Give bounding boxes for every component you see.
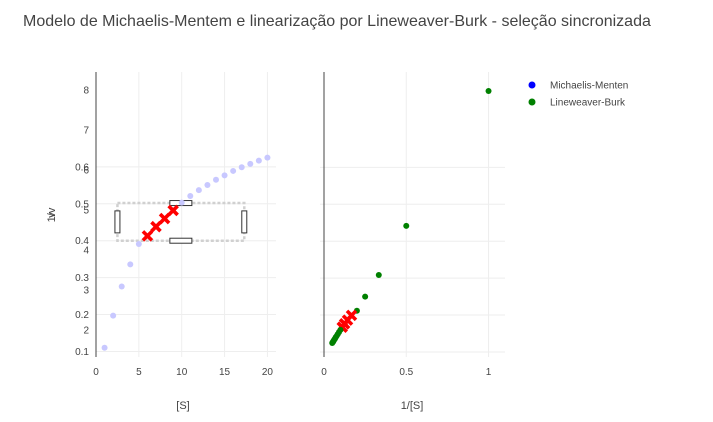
- y-axis-title-overlay: v: [46, 212, 58, 218]
- overlay-y-tick-label: 6: [83, 166, 89, 177]
- left-y-tick-label: 0.4: [75, 236, 89, 247]
- selection-box[interactable]: [116, 201, 246, 242]
- mm-point[interactable]: [127, 261, 134, 268]
- legend-marker-lineweaver-burk: [528, 98, 536, 106]
- selection-handle-left[interactable]: [114, 210, 121, 234]
- mm-point[interactable]: [230, 167, 237, 174]
- legend: Michaelis-Menten Lineweaver-Burk: [528, 81, 629, 109]
- legend-item-michaelis-menten[interactable]: Michaelis-Menten: [528, 81, 629, 92]
- left-y-tick-label: 0.3: [75, 273, 89, 284]
- overlay-y-tick-label: 2: [83, 326, 89, 337]
- right-x-tick-label: 1: [486, 367, 492, 378]
- right-x-tick-label: 0: [321, 367, 327, 378]
- legend-marker-michaelis-menten: [528, 81, 536, 89]
- mm-point[interactable]: [264, 154, 271, 161]
- mm-point[interactable]: [204, 181, 211, 188]
- chart-title: Modelo de Michaelis-Mentem e linearizaçã…: [23, 13, 651, 30]
- left-x-tick-label: 0: [93, 367, 99, 378]
- overlay-y-tick-label: 4: [83, 246, 89, 257]
- mm-point[interactable]: [255, 157, 262, 164]
- left-x-axis-title: [S]: [176, 400, 189, 412]
- left-y-tick-label: 0.1: [75, 347, 89, 358]
- lb-point[interactable]: [362, 293, 369, 300]
- legend-item-lineweaver-burk[interactable]: Lineweaver-Burk: [528, 98, 627, 109]
- y-axis-title: 1/v: [46, 207, 58, 222]
- mm-point[interactable]: [135, 241, 142, 248]
- right-x-axis-title: 1/[S]: [401, 400, 424, 412]
- selection-handle-bottom[interactable]: [169, 237, 193, 244]
- mm-point[interactable]: [195, 187, 202, 194]
- mm-point[interactable]: [247, 160, 254, 167]
- mm-selected-point[interactable]: [141, 230, 154, 242]
- mm-selected-point[interactable]: [167, 204, 179, 217]
- left-y-tick-label: 0.6: [75, 162, 89, 173]
- mm-point[interactable]: [238, 164, 245, 171]
- legend-label-lineweaver-burk: Lineweaver-Burk: [550, 98, 626, 109]
- lb-point[interactable]: [485, 88, 492, 94]
- overlay-y-tick-label: 7: [83, 126, 89, 137]
- legend-label-michaelis-menten: Michaelis-Menten: [550, 81, 628, 92]
- lb-point[interactable]: [403, 222, 410, 229]
- grid-layer: [96, 72, 505, 357]
- overlay-y-tick-label: 3: [83, 286, 89, 297]
- panel-lineweaver-burk[interactable]: [323, 72, 492, 357]
- mm-point[interactable]: [213, 176, 219, 183]
- overlay-y-tick-label: 8: [83, 86, 89, 97]
- lb-point[interactable]: [329, 340, 336, 346]
- left-x-tick-label: 10: [176, 367, 188, 378]
- panel-michaelis-menten[interactable]: [95, 72, 271, 357]
- lb-point[interactable]: [375, 272, 382, 279]
- mm-selected-point[interactable]: [150, 220, 162, 233]
- mm-selected-point[interactable]: [158, 212, 171, 225]
- left-x-tick-label: 15: [219, 367, 231, 378]
- right-x-tick-label: 0.5: [399, 367, 413, 378]
- mm-point[interactable]: [101, 344, 108, 351]
- left-x-tick-label: 20: [262, 367, 274, 378]
- mm-point[interactable]: [178, 199, 185, 206]
- mm-point[interactable]: [110, 312, 117, 319]
- overlay-y-tick-label: 5: [83, 206, 89, 217]
- mm-point[interactable]: [187, 193, 194, 200]
- selection-handle-right[interactable]: [241, 210, 248, 234]
- mm-point[interactable]: [221, 172, 228, 179]
- left-y-tick-label: 0.2: [75, 310, 89, 321]
- left-x-tick-label: 5: [136, 367, 142, 378]
- left-y-tick-label: 0.5: [75, 199, 89, 210]
- mm-point[interactable]: [118, 283, 125, 290]
